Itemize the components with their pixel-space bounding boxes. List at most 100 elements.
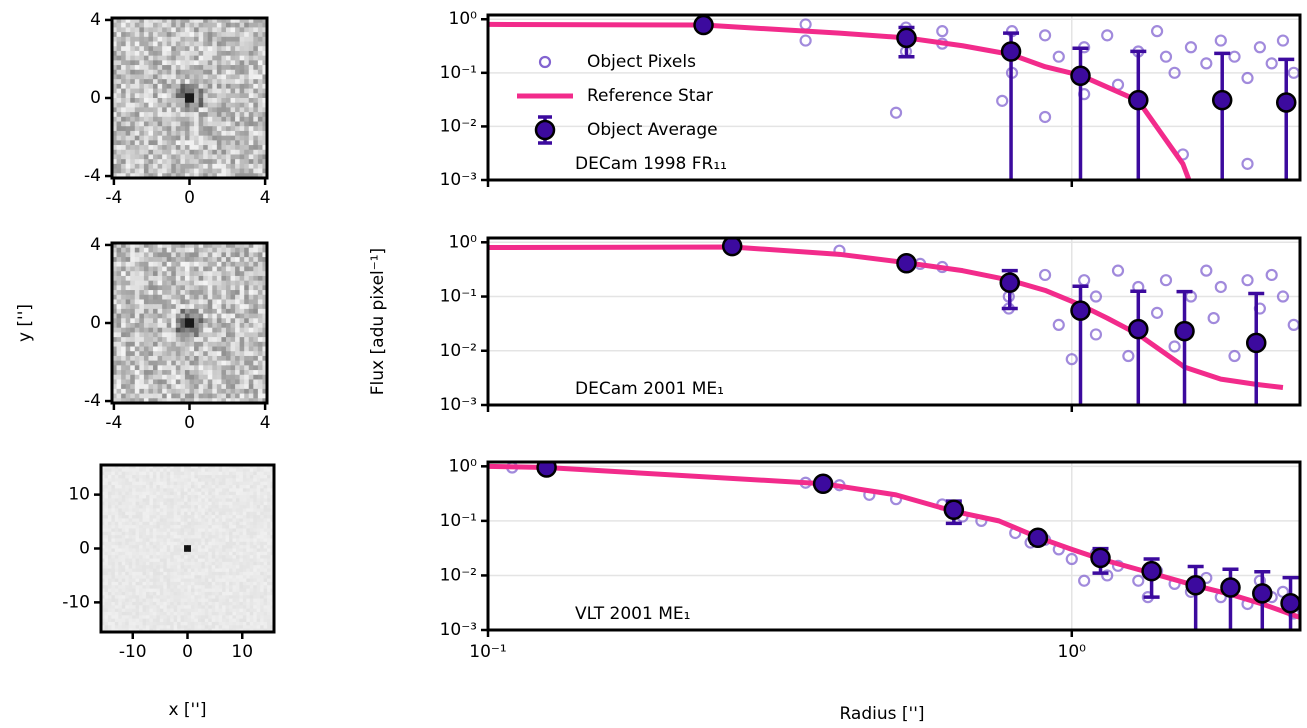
pixel [229, 548, 233, 553]
pixel [121, 471, 126, 476]
pixel [229, 505, 233, 509]
pixel [257, 341, 263, 348]
pixel [166, 515, 171, 519]
object-pixel [1150, 25, 1164, 38]
pixel [201, 468, 206, 473]
pixel [232, 551, 237, 556]
pixel [222, 588, 227, 593]
pixel [215, 521, 220, 526]
pixel [253, 294, 259, 300]
pixel [235, 145, 241, 151]
pixel [239, 154, 245, 160]
pixel [125, 384, 131, 390]
pixel [249, 498, 254, 503]
pixel [132, 511, 137, 516]
pixel [173, 621, 178, 626]
pixel [152, 601, 157, 606]
pixel [253, 611, 258, 616]
pixel [180, 145, 186, 151]
pixel [212, 41, 218, 47]
pixel [187, 588, 192, 593]
pixel [203, 257, 209, 263]
pixel [107, 578, 112, 583]
pixel [229, 488, 233, 493]
x-tick-label: 4 [260, 188, 271, 208]
pixel [101, 525, 105, 529]
pixel [121, 323, 127, 329]
pixel [207, 243, 213, 249]
pixel [149, 538, 154, 543]
pixel [207, 50, 213, 57]
pixel [235, 159, 241, 165]
pixel [111, 488, 116, 493]
pixel [184, 625, 188, 630]
pixel [194, 107, 200, 113]
pixel [143, 374, 149, 380]
pixel [162, 304, 168, 310]
pixel [163, 538, 168, 543]
pixel [156, 598, 161, 603]
pixel [256, 598, 261, 603]
pixel [148, 384, 154, 390]
pixel [229, 518, 233, 523]
pixel [142, 581, 147, 586]
pixel [222, 605, 227, 610]
pixel [218, 588, 223, 593]
pixel [134, 135, 140, 141]
pixel [180, 578, 185, 583]
pixel [139, 370, 145, 376]
pixel [246, 605, 251, 610]
pixel [111, 601, 116, 606]
pixel [262, 135, 268, 141]
pixel [230, 323, 236, 329]
pixel [262, 145, 268, 151]
pixel [249, 488, 254, 493]
pixel [253, 159, 259, 165]
pixel [112, 18, 118, 24]
pixel [111, 598, 116, 603]
pixel [139, 116, 145, 123]
pixel [125, 585, 130, 590]
pixel [159, 561, 164, 566]
pixel [184, 173, 190, 179]
pixel [197, 541, 202, 546]
pixel [171, 379, 177, 385]
pixel [198, 98, 204, 104]
pixel [135, 598, 140, 603]
pixel [222, 611, 227, 616]
pixel [201, 471, 206, 476]
object-pixel [996, 94, 1009, 107]
pixel [121, 365, 127, 371]
pixel [189, 18, 195, 24]
pixel [166, 41, 172, 47]
pixel [263, 601, 268, 606]
pixel [143, 50, 149, 57]
pixel [246, 518, 251, 523]
pixel [256, 491, 261, 496]
pixel [242, 601, 247, 606]
pixel [235, 304, 241, 310]
pixel [194, 313, 200, 319]
pixel [235, 173, 241, 179]
pixel [262, 266, 268, 272]
pixel [177, 621, 182, 626]
pixel [221, 107, 227, 113]
pixel [184, 50, 190, 57]
pixel [230, 22, 236, 28]
pixel [149, 585, 154, 590]
x-tick-label: -4 [105, 188, 122, 208]
pixel [175, 88, 181, 94]
pixel [225, 511, 230, 516]
pixel [166, 257, 172, 263]
pixel [173, 535, 178, 539]
pixel [121, 551, 126, 556]
pixel [171, 107, 177, 113]
pixel [216, 83, 222, 90]
pixel [198, 294, 204, 300]
pixel [112, 271, 118, 277]
pixel [121, 468, 126, 473]
pixel [225, 173, 232, 179]
pixel [190, 615, 195, 620]
pixel [248, 360, 254, 366]
object-pixel [1089, 328, 1103, 341]
